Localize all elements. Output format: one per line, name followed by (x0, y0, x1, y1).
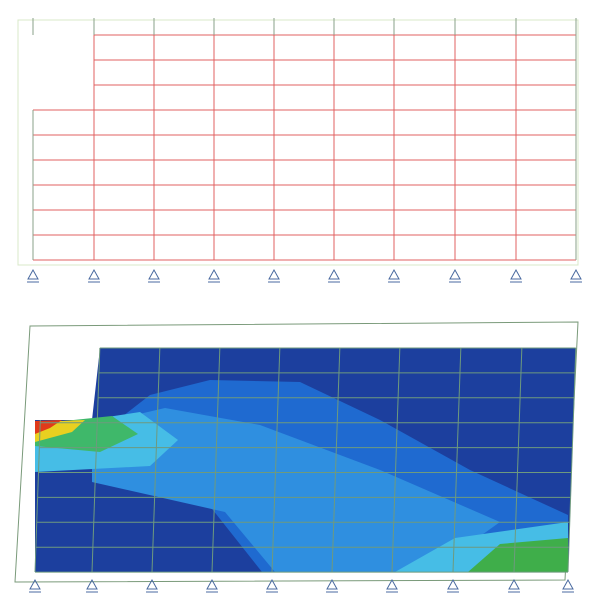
mesh-line (151, 347, 161, 573)
frame (14, 321, 579, 583)
support (510, 268, 522, 283)
support (386, 578, 398, 593)
mesh-line (34, 419, 41, 573)
model-mesh (17, 18, 582, 283)
support (27, 268, 39, 283)
mesh-line (91, 347, 101, 573)
support (562, 578, 574, 593)
support (266, 578, 278, 593)
support (206, 578, 218, 593)
contour-band (92, 408, 500, 572)
support (208, 268, 220, 283)
mesh-line (331, 347, 341, 573)
support (328, 268, 340, 283)
frame (17, 19, 579, 266)
support (570, 268, 582, 283)
support (86, 578, 98, 593)
support (508, 578, 520, 593)
contour-band (468, 538, 568, 572)
support (268, 268, 280, 283)
mesh-line (391, 347, 401, 573)
contour-plot (14, 321, 579, 593)
support (148, 268, 160, 283)
mesh-line (513, 347, 523, 573)
mesh-line (567, 347, 577, 573)
support (447, 578, 459, 593)
support (29, 578, 41, 593)
support (326, 578, 338, 593)
mesh-line (452, 347, 462, 573)
mesh-line (271, 347, 281, 573)
support (88, 268, 100, 283)
support (146, 578, 158, 593)
support (388, 268, 400, 283)
support (449, 268, 461, 283)
contour-band (35, 420, 62, 434)
mesh-line (211, 347, 221, 573)
